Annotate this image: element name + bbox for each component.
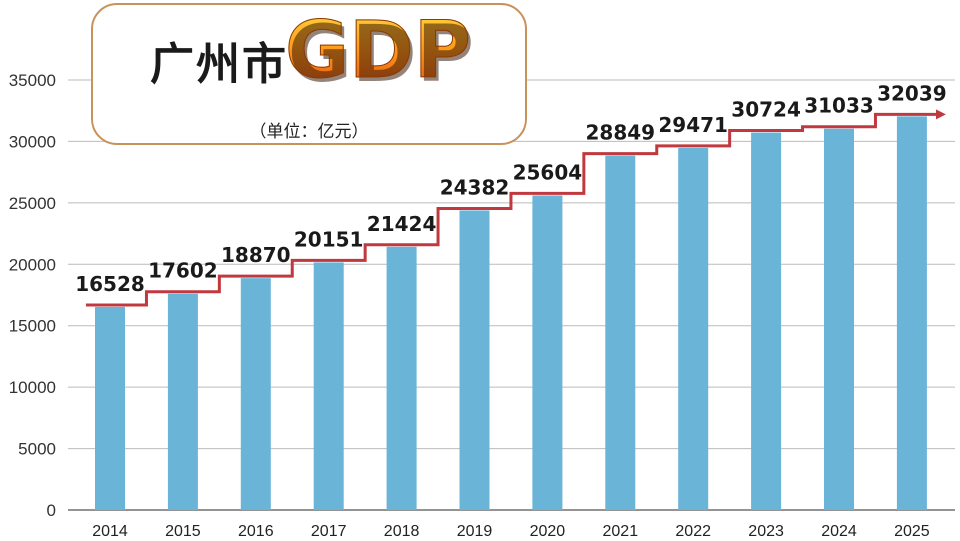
- x-tick-label: 2015: [165, 523, 201, 540]
- x-tick-label: 2025: [894, 523, 930, 540]
- bar-2025: [896, 116, 927, 511]
- bar-2017: [313, 262, 344, 510]
- x-tick-label: 2024: [821, 523, 857, 540]
- y-tick-label: 30000: [9, 132, 56, 151]
- y-tick-label: 25000: [9, 194, 56, 213]
- data-label: 17602: [148, 259, 218, 283]
- data-label: 28849: [586, 121, 656, 145]
- title-gdp: GDP: [285, 6, 472, 96]
- y-tick-label: 35000: [9, 71, 56, 90]
- title-unit: （单位：亿元）: [249, 122, 369, 142]
- x-tick-label: 2018: [384, 523, 420, 540]
- data-label: 16528: [75, 272, 145, 296]
- data-label: 21424: [367, 212, 437, 236]
- data-label: 30724: [731, 98, 801, 122]
- x-tick-label: 2022: [675, 523, 711, 540]
- bar-2021: [605, 155, 636, 510]
- y-tick-label: 15000: [9, 317, 56, 336]
- bar-2024: [824, 128, 854, 510]
- bar-2023: [751, 132, 782, 511]
- y-tick-label: 0: [47, 501, 56, 520]
- x-axis-ticks: 2014 2015 2016 2017 2018 2019 2020 2021 2022 2023…: [92, 523, 930, 540]
- data-label: 25604: [513, 160, 583, 184]
- data-label: 29471: [658, 113, 728, 137]
- data-label: 20151: [294, 227, 364, 251]
- y-tick-label: 20000: [9, 255, 56, 274]
- data-labels: 1652817602188702015121424243822560428849…: [75, 81, 946, 296]
- x-tick-label: 2017: [311, 523, 347, 540]
- growth-step-line: [86, 109, 946, 307]
- x-tick-label: 2016: [238, 523, 274, 540]
- data-label: 24382: [440, 175, 510, 199]
- title-city: 广州市: [150, 39, 288, 90]
- data-label: 18870: [221, 243, 291, 267]
- bar-2019: [459, 210, 490, 510]
- bar-2016: [240, 278, 271, 510]
- bars: [95, 116, 927, 511]
- x-tick-label: 2023: [748, 523, 784, 540]
- x-tick-label: 2014: [92, 523, 128, 540]
- x-tick-label: 2020: [530, 523, 566, 540]
- data-label: 32039: [877, 81, 947, 105]
- y-tick-label: 5000: [18, 440, 56, 459]
- bar-2014: [95, 306, 125, 510]
- data-label: 31033: [804, 94, 874, 118]
- step-line: [86, 109, 946, 307]
- title-box: [91, 3, 527, 145]
- bar-2018: [386, 246, 417, 510]
- bar-2020: [532, 195, 563, 510]
- y-tick-label: 10000: [9, 378, 56, 397]
- y-axis-ticks: 0 5000 10000 15000 20000 25000 30000 35000: [9, 71, 56, 520]
- x-tick-label: 2021: [603, 523, 639, 540]
- bar-2015: [167, 293, 198, 510]
- bar-2022: [678, 147, 709, 510]
- x-tick-label: 2019: [457, 523, 493, 540]
